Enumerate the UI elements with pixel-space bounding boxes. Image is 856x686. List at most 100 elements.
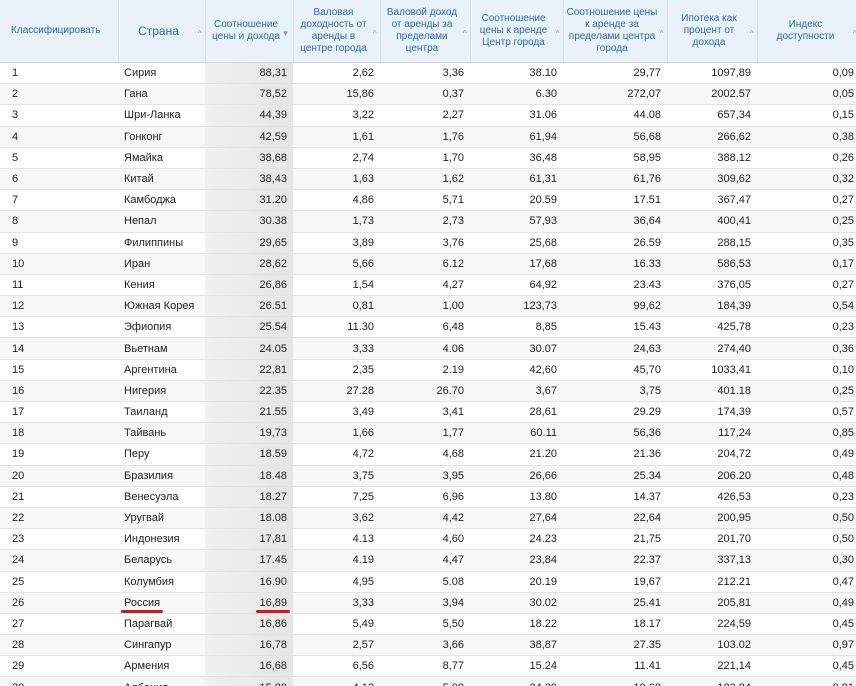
column-header-price-to-rent-outside[interactable]: Соотношение цены к аренде за пределами ц…	[563, 0, 668, 63]
cell-value: 26,66	[529, 469, 557, 482]
cell-price-to-income: 17,81	[205, 528, 293, 551]
cell-value: 3,41	[442, 406, 464, 419]
table-row: 22 Уругвай 18.08 3,62 4,42 27,64 22,64 200,95 0,…	[0, 507, 856, 530]
cell-value: 8,77	[442, 660, 464, 673]
header-label: Валовой доход от аренды за пределами цен…	[386, 7, 458, 54]
cell-rank: 23	[0, 528, 118, 551]
cell-gross-yield-city: 1,66	[293, 422, 380, 445]
cell-price-to-rent-city: 28,61	[470, 401, 563, 424]
cell-gross-yield-outside: 3,76	[380, 232, 470, 254]
cell-gross-yield-city: 3,33	[293, 592, 380, 614]
cell-value: 28,61	[529, 406, 557, 419]
sort-desc-icon[interactable]: ▼	[281, 29, 290, 38]
cell-value: 0,23	[832, 490, 854, 503]
cell-mortgage-pct-income: 274,40	[667, 337, 757, 360]
column-header-gross-yield-outside[interactable]: Валовой доход от аренды за пределами цен…	[380, 0, 471, 63]
cell-value: 25.54	[259, 321, 287, 334]
column-header-rank[interactable]: Классифицировать	[0, 0, 119, 63]
cell-gross-yield-outside: 3,36	[380, 62, 470, 85]
cell-value: 367,47	[717, 194, 751, 207]
cell-value: 42,60	[529, 363, 557, 376]
sort-icon[interactable]: ^	[462, 29, 467, 38]
cell-price-to-income: 19,73	[205, 422, 293, 445]
cell-price-to-rent-city: 23,84	[470, 549, 563, 572]
cell-affordability-index: 0,48	[757, 465, 856, 487]
table-row: 27 Парагвай 16,86 5,49 5,50 18.22 18.17 224,59 0…	[0, 613, 856, 636]
sort-icon[interactable]: ^	[372, 29, 377, 38]
column-header-mortgage-pct-income[interactable]: Ипотека как процент от дохода ^	[667, 0, 758, 63]
cell-country: Камбоджа	[118, 189, 205, 212]
cell-value: 5,50	[442, 617, 464, 630]
cell-value: 11.41	[634, 660, 661, 673]
cell-value: 22,64	[633, 512, 661, 525]
cell-value: 3,94	[442, 596, 464, 609]
cell-value: Перу	[124, 448, 150, 461]
cell-value: Тайвань	[124, 427, 167, 440]
cell-gross-yield-outside: 26.70	[380, 380, 470, 403]
cell-mortgage-pct-income: 288,15	[667, 232, 757, 254]
cell-value: 0,05	[832, 88, 854, 101]
column-header-price-to-rent-city[interactable]: Соотношение цены к аренде Центр города ^	[470, 0, 564, 63]
sort-icon[interactable]: ^	[852, 29, 856, 38]
highlighted-value: Россия	[120, 596, 164, 613]
header-label: Ипотека как процент от дохода	[681, 13, 737, 48]
cell-value: 0,26	[832, 151, 854, 164]
cell-gross-yield-city: 3,22	[293, 104, 380, 127]
cell-gross-yield-city: 7,25	[293, 486, 380, 508]
cell-price-to-income: 18.59	[205, 443, 293, 466]
cell-affordability-index: 0,49	[757, 443, 856, 466]
cell-mortgage-pct-income: 657,34	[667, 104, 757, 127]
cell-value: 61,94	[529, 130, 557, 143]
column-header-gross-yield-city[interactable]: Валовая доходность от аренды в центре го…	[293, 0, 381, 63]
header-label: Соотношение цены и дохода	[212, 19, 280, 42]
cell-affordability-index: 0,09	[757, 62, 856, 85]
sort-icon[interactable]: ^	[659, 29, 664, 38]
cell-affordability-index: 0,36	[757, 337, 856, 360]
cell-gross-yield-outside: 0,37	[380, 83, 470, 106]
cell-value: 16.33	[633, 257, 661, 270]
sort-icon[interactable]: ^	[749, 29, 754, 38]
cell-price-to-rent-outside: 16.33	[563, 253, 667, 275]
cell-value: 26.70	[436, 384, 464, 397]
cell-gross-yield-outside: 4.06	[380, 337, 470, 360]
column-header-country[interactable]: Страна ^	[118, 0, 206, 63]
cell-price-to-rent-outside: 22,64	[563, 507, 667, 530]
sort-icon[interactable]: ^	[555, 29, 560, 38]
cell-value: 11.30	[347, 321, 374, 334]
cell-price-to-rent-city: 30.02	[470, 592, 563, 614]
cell-value: Венесуэла	[124, 490, 179, 503]
cell-value: 16,68	[259, 660, 287, 673]
cell-value: 0,49	[832, 448, 854, 461]
table-row: 10 Иран 28,62 5,66 6.12 17,68 16.33 586,53 0,17	[0, 253, 856, 275]
cell-value: 99,62	[633, 300, 661, 313]
cell-gross-yield-outside: 3,94	[380, 592, 470, 614]
column-header-affordability-index[interactable]: Индекс доступности ^	[757, 0, 856, 63]
cell-value: 3,75	[639, 384, 661, 397]
cell-value: 18	[12, 427, 25, 440]
cell-value: 57,93	[529, 215, 557, 228]
cell-affordability-index: 0,45	[757, 613, 856, 636]
cell-value: 0,15	[832, 109, 854, 122]
column-header-price-to-income[interactable]: Соотношение цены и дохода ▼	[205, 0, 294, 63]
cell-country: Гонконг	[118, 126, 205, 148]
table-row: 12 Южная Корея 26.51 0,81 1,00 123,73 99,62 184…	[0, 295, 856, 318]
cell-value: 0,50	[832, 533, 854, 546]
cell-value: 0,09	[832, 67, 854, 80]
cell-price-to-rent-city: 24.29	[470, 676, 563, 686]
cell-price-to-income: 17.45	[205, 549, 293, 572]
table-row: 18 Тайвань 19,73 1,66 1,77 60.11 56,36 117,24 0,…	[0, 422, 856, 445]
cell-value: 1,70	[442, 151, 464, 164]
cell-value: 426,53	[717, 490, 751, 503]
cell-value: 29.29	[633, 406, 661, 419]
cell-value: 0,27	[832, 278, 854, 291]
cell-gross-yield-city: 27.28	[293, 380, 380, 403]
cell-value: Сингапур	[124, 639, 172, 652]
table-row: 3 Шри-Ланка 44,39 3,22 2,27 31.06 44.08 657,34 0…	[0, 104, 856, 127]
cell-value: 10	[12, 257, 25, 270]
cell-affordability-index: 0,25	[757, 210, 856, 233]
sort-icon[interactable]: ^	[197, 29, 202, 38]
cell-mortgage-pct-income: 401.18	[667, 380, 757, 403]
cell-country: Сирия	[118, 62, 205, 85]
cell-value: 3,33	[352, 596, 374, 609]
